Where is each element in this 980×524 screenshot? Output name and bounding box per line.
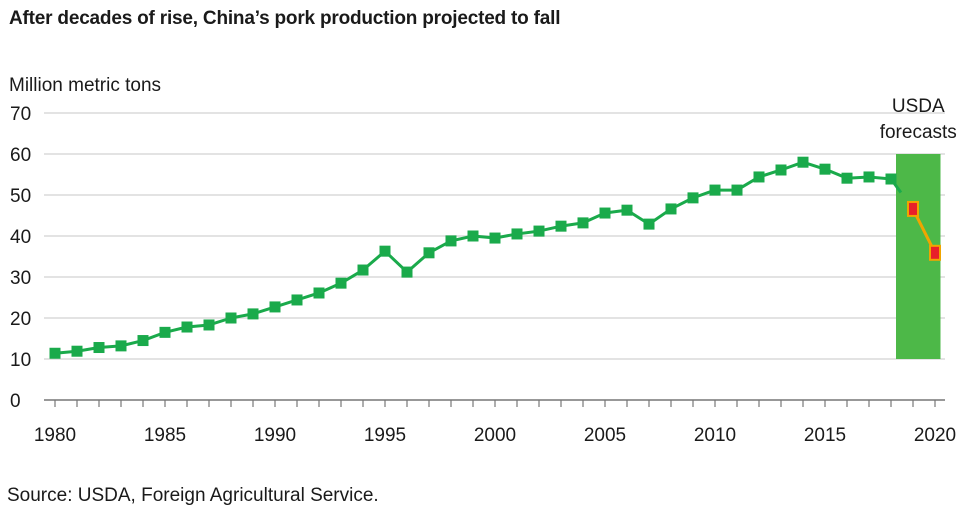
data-point	[269, 301, 281, 313]
data-point	[225, 312, 237, 324]
data-point	[137, 335, 149, 347]
data-point	[203, 319, 215, 331]
data-point	[819, 163, 831, 175]
y-tick-label: 10	[10, 350, 31, 371]
data-point	[401, 266, 413, 278]
y-tick-label: 0	[10, 391, 21, 412]
data-point	[115, 340, 127, 352]
data-point	[335, 277, 347, 289]
data-point	[577, 217, 589, 229]
data-point	[863, 171, 875, 183]
data-point	[841, 172, 853, 184]
data-point	[467, 230, 479, 242]
data-point	[357, 264, 369, 276]
data-point	[753, 171, 765, 183]
data-point	[665, 203, 677, 215]
x-tick-label: 2010	[694, 425, 736, 446]
x-tick-label: 1985	[144, 425, 186, 446]
data-point	[181, 321, 193, 333]
data-point	[533, 225, 545, 237]
x-tick-label: 2015	[804, 425, 846, 446]
data-point	[643, 218, 655, 230]
y-tick-label: 20	[10, 309, 31, 330]
y-tick-label: 60	[10, 145, 31, 166]
forecast-point	[907, 200, 919, 217]
data-point	[489, 232, 501, 244]
data-point	[159, 326, 171, 338]
y-tick-label: 40	[10, 227, 31, 248]
series-line-pork-production	[54, 160, 892, 355]
y-tick-labels: 0 10 20 30 40 50 60 70	[10, 104, 31, 412]
y-axis-label: Million metric tons	[9, 75, 162, 96]
data-point	[731, 184, 743, 196]
data-point	[445, 235, 457, 247]
x-tick-label: 1990	[254, 425, 296, 446]
data-point	[71, 345, 83, 357]
data-point	[687, 192, 699, 204]
series	[49, 156, 941, 359]
data-point	[423, 247, 435, 259]
data-point	[291, 294, 303, 306]
data-point	[93, 342, 105, 354]
data-point	[511, 228, 523, 240]
data-point	[379, 245, 391, 257]
x-axis: 1980 1985 1990 1995 2000 2005 2010 2015 2020	[34, 399, 956, 446]
x-tick-label: 2000	[474, 425, 516, 446]
x-tick-label: 1995	[364, 425, 406, 446]
y-tick-label: 30	[10, 268, 31, 289]
data-point	[709, 184, 721, 196]
chart-title: After decades of rise, China’s pork prod…	[9, 8, 561, 29]
data-point	[247, 308, 259, 320]
data-point	[885, 173, 897, 185]
x-tick-label: 2005	[584, 425, 626, 446]
data-point	[797, 156, 809, 168]
data-point	[599, 207, 611, 219]
y-tick-label: 70	[10, 104, 31, 125]
y-tick-label: 50	[10, 186, 31, 207]
forecast-annotation-line2: forecasts	[880, 122, 957, 143]
data-point	[313, 287, 325, 299]
source-note: Source: USDA, Foreign Agricultural Servi…	[7, 485, 379, 506]
x-tick-label: 2020	[914, 425, 956, 446]
forecast-point	[929, 244, 941, 261]
data-point	[775, 164, 787, 176]
x-tick-label: 1980	[34, 425, 76, 446]
data-point	[49, 347, 61, 359]
data-point	[621, 204, 633, 216]
data-point	[555, 220, 567, 232]
forecast-annotation-line1: USDA	[892, 96, 945, 117]
